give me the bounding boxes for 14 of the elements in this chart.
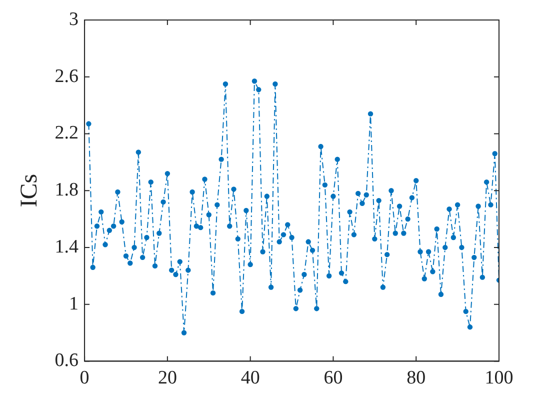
y-axis-title: ICs [16,174,43,208]
x-tick-label: 60 [324,368,343,389]
y-tick-label: 3 [69,8,79,30]
y-tick-label: 1.8 [54,180,79,201]
y-tick-label: 1.4 [54,236,80,258]
y-tick-label: 1 [69,293,79,314]
y-tick-label: 2.6 [54,66,79,87]
x-tick-label: 0 [80,368,90,389]
x-tick-label: 20 [158,368,177,389]
y-tick-label: 0.6 [54,350,79,372]
x-tick-label: 40 [240,368,260,389]
y-tick-label: 2.2 [54,122,79,144]
x-tick-label: 100 [484,368,514,389]
x-tick-label: 80 [406,368,426,389]
